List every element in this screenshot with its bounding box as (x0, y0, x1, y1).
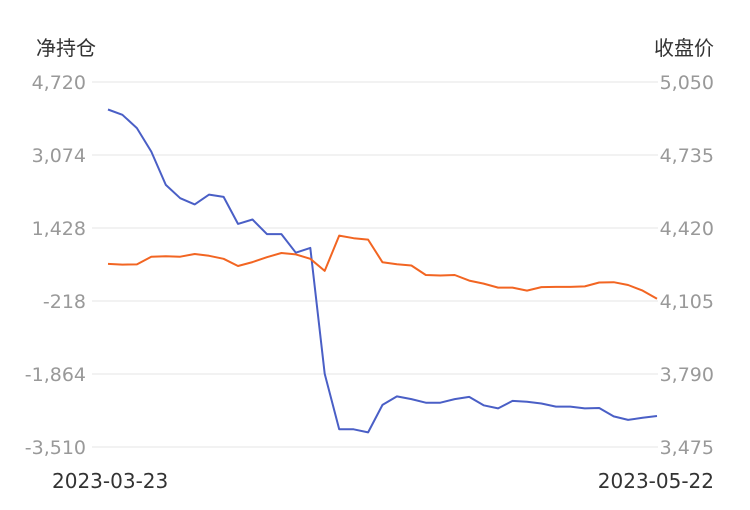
right-tick-label: 5,050 (660, 72, 714, 94)
x-end-label: 2023-05-22 (598, 469, 714, 493)
left-axis-title: 净持仓 (36, 36, 96, 60)
close-price-line (107, 234, 658, 300)
left-tick-label: 3,074 (32, 145, 86, 167)
grid-lines (92, 81, 658, 448)
left-tick-label: -218 (43, 291, 86, 313)
left-tick-label: 1,428 (32, 218, 86, 240)
net-position-line (107, 108, 658, 434)
x-start-label: 2023-03-23 (52, 469, 168, 493)
left-axis-ticks: 4,720 3,074 1,428 -218 -1,864 -3,510 (25, 72, 86, 459)
left-tick-label: -1,864 (25, 364, 86, 386)
right-tick-label: 3,790 (660, 364, 714, 386)
right-tick-label: 4,420 (660, 218, 714, 240)
right-tick-label: 3,475 (660, 437, 714, 459)
right-axis-ticks: 5,050 4,735 4,420 4,105 3,790 3,475 (660, 72, 714, 459)
left-tick-label: 4,720 (32, 72, 86, 94)
right-tick-label: 4,105 (660, 291, 714, 313)
right-axis-title: 收盘价 (654, 36, 714, 60)
series-group (107, 108, 658, 434)
left-tick-label: -3,510 (25, 437, 86, 459)
right-tick-label: 4,735 (660, 145, 714, 167)
